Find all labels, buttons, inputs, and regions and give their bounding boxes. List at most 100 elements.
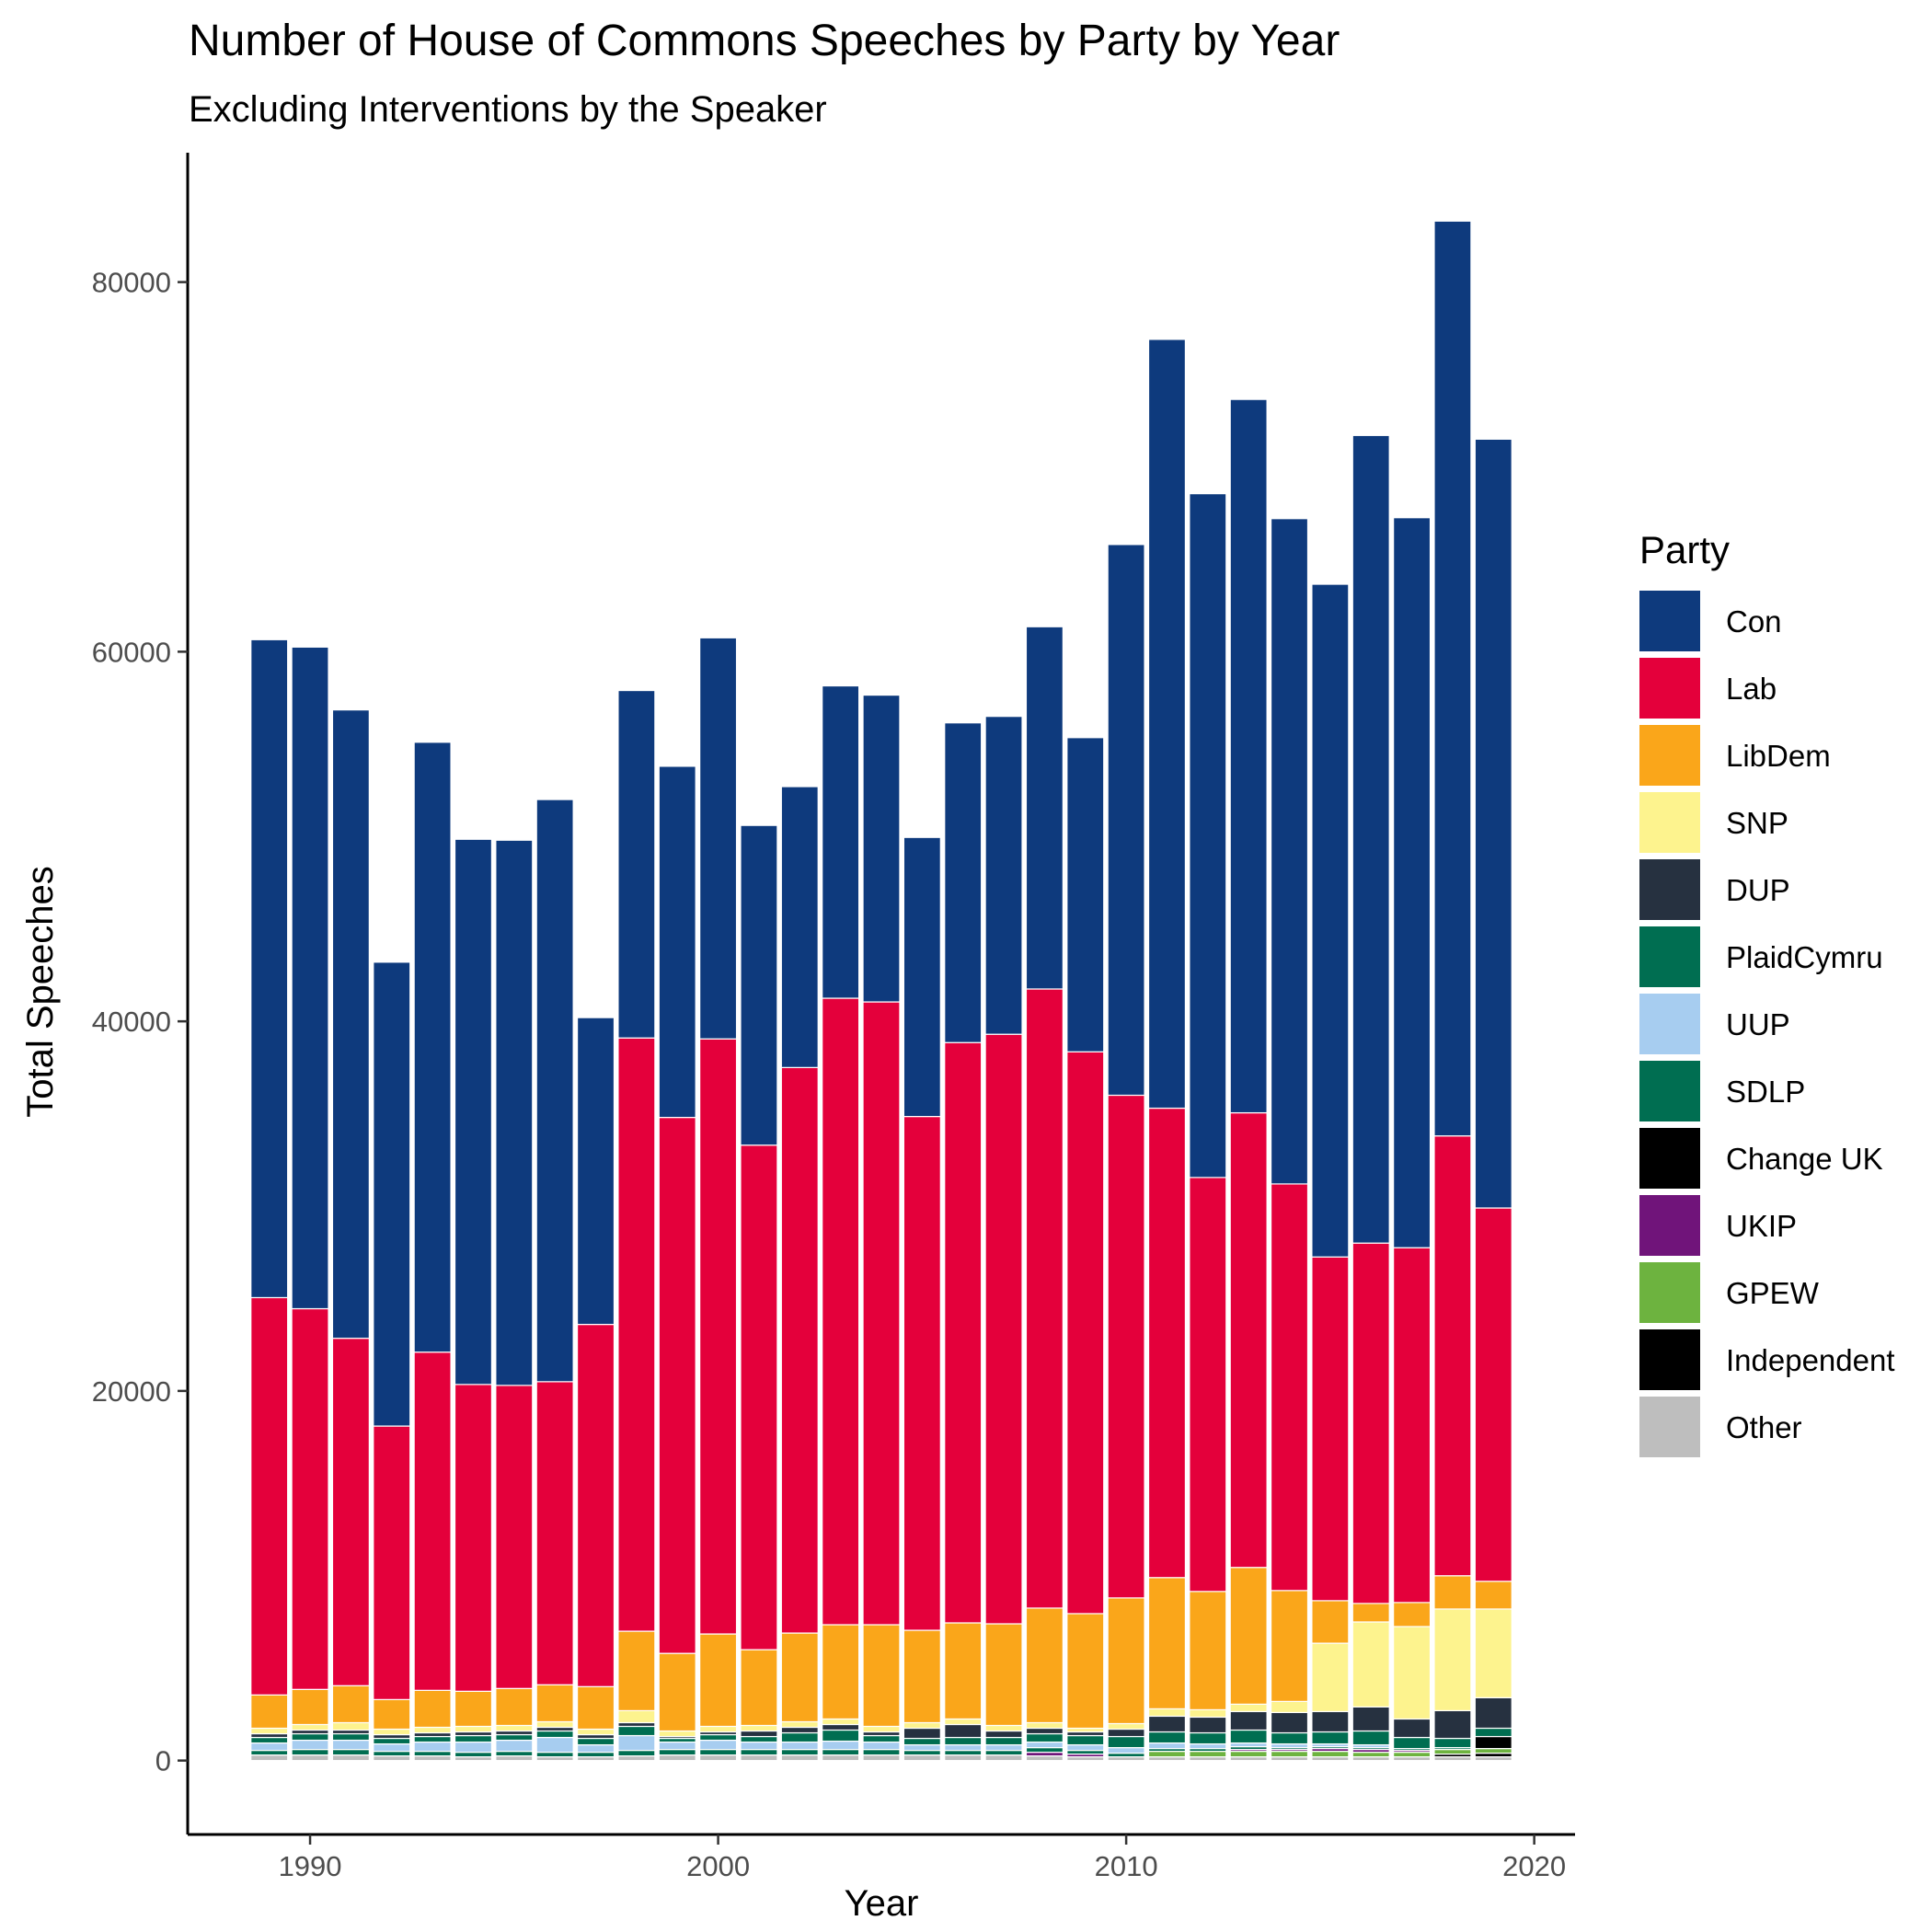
- bar-segment: [617, 1755, 656, 1762]
- bar-segment: [984, 1730, 1023, 1739]
- bar-segment: [413, 1689, 452, 1729]
- bar-segment: [495, 1739, 534, 1753]
- bar-segment: [291, 1732, 329, 1742]
- bar-segment: [1147, 1577, 1187, 1710]
- legend-label: Other: [1726, 1410, 1802, 1444]
- bar-segment: [862, 1731, 901, 1737]
- bar-segment: [535, 1381, 574, 1685]
- bar-segment: [1311, 1710, 1350, 1733]
- bar-segment: [780, 1632, 819, 1723]
- bar-segment: [780, 1754, 819, 1762]
- bar-segment: [291, 1729, 329, 1735]
- bar-segment: [1229, 1742, 1268, 1748]
- bar-segment: [454, 1756, 493, 1762]
- bar-segment: [1147, 1107, 1187, 1579]
- legend-label: GPEW: [1726, 1276, 1820, 1310]
- bar-segment: [1393, 1756, 1432, 1762]
- bar-segment: [1270, 1183, 1309, 1592]
- bar-segment: [1107, 1094, 1145, 1599]
- bar-segment: [373, 1698, 411, 1731]
- bar-segment: [331, 1338, 370, 1686]
- bar-segment: [413, 1735, 452, 1743]
- bar-segment: [780, 786, 819, 1068]
- bar-segment: [1025, 626, 1064, 990]
- bar-segment: [984, 1736, 1023, 1746]
- bar-segment: [862, 1748, 901, 1756]
- bar-segment: [903, 836, 941, 1118]
- bar-segment: [658, 1652, 696, 1732]
- bar-segment: [495, 1755, 534, 1762]
- bar-segment: [1107, 1728, 1145, 1738]
- bar-segment: [617, 1037, 656, 1632]
- bar-segment: [903, 1754, 941, 1762]
- bar-segment: [1025, 1727, 1064, 1735]
- bar-segment: [903, 1743, 941, 1752]
- bar-segment: [495, 839, 534, 1386]
- bar-segment: [944, 1718, 983, 1726]
- bar-segment: [1229, 398, 1268, 1114]
- bar-segment: [740, 1730, 778, 1738]
- bar-segment: [291, 1748, 329, 1756]
- bar-segment: [413, 1741, 452, 1753]
- bar-segment: [1229, 1756, 1268, 1762]
- bar-segment: [413, 742, 452, 1353]
- bar-segment: [1474, 1753, 1512, 1758]
- bar-segment: [331, 709, 370, 1340]
- bar-segment: [740, 1748, 778, 1756]
- bar-segment: [1107, 1746, 1145, 1754]
- legend-label: LibDem: [1726, 739, 1831, 773]
- bar-segment: [1270, 1756, 1309, 1762]
- bar-segment: [822, 684, 860, 999]
- bar-segment: [413, 1751, 452, 1757]
- bar-segment: [454, 1725, 493, 1733]
- bar-segment: [944, 1754, 983, 1762]
- bar-segment: [373, 1742, 411, 1753]
- legend-swatch: [1639, 658, 1700, 719]
- bar-segment: [1066, 1749, 1105, 1755]
- bar-segment: [1189, 1756, 1227, 1762]
- bar-segment: [903, 1749, 941, 1756]
- legend-label: PlaidCymru: [1726, 940, 1883, 974]
- bar-segment: [576, 1737, 615, 1746]
- bar-segment: [1393, 1736, 1432, 1750]
- y-tick-label: 20000: [92, 1375, 171, 1408]
- bar-segment: [373, 1751, 411, 1757]
- bar-segment: [291, 1739, 329, 1751]
- bar-segment: [331, 1685, 370, 1724]
- bar-segment: [984, 1743, 1023, 1752]
- bar-segment: [1433, 1575, 1472, 1610]
- bar-segment: [822, 1754, 860, 1762]
- bar-segment: [1311, 1751, 1350, 1758]
- legend-label: Independent: [1726, 1343, 1895, 1377]
- bar-segment: [291, 1723, 329, 1731]
- x-tick-label: 2000: [686, 1850, 750, 1882]
- legend-label: Change UK: [1726, 1142, 1883, 1176]
- bar-segment: [1066, 1734, 1105, 1746]
- bar-segment: [862, 1754, 901, 1762]
- legend-swatch: [1639, 1329, 1700, 1390]
- bar-segment: [740, 1741, 778, 1751]
- bar-segment: [984, 1033, 1023, 1625]
- bar-segment: [250, 1754, 289, 1762]
- bar-segment: [331, 1721, 370, 1731]
- bar-segment: [1025, 1746, 1064, 1754]
- bar-segment: [862, 1725, 901, 1733]
- bar-segment: [617, 1630, 656, 1712]
- bar-segment: [373, 1425, 411, 1700]
- bar-segment: [1229, 1703, 1268, 1713]
- x-axis-title: Year: [845, 1883, 919, 1924]
- bar-segment: [454, 1690, 493, 1728]
- bar-segment: [1025, 1607, 1064, 1724]
- bar-segment: [331, 1732, 370, 1742]
- bar-segment: [250, 1732, 289, 1739]
- bar-segment: [1393, 1247, 1432, 1604]
- legend-label: DUP: [1726, 873, 1790, 907]
- bar-segment: [1393, 1718, 1432, 1739]
- bar-segment: [1474, 1727, 1512, 1738]
- legend-swatch: [1639, 859, 1700, 920]
- bar-segment: [822, 1740, 860, 1751]
- bar-segment: [862, 1624, 901, 1728]
- y-tick-label: 0: [155, 1745, 171, 1777]
- bar-segment: [1229, 1751, 1268, 1758]
- bar-segment: [1025, 1752, 1064, 1757]
